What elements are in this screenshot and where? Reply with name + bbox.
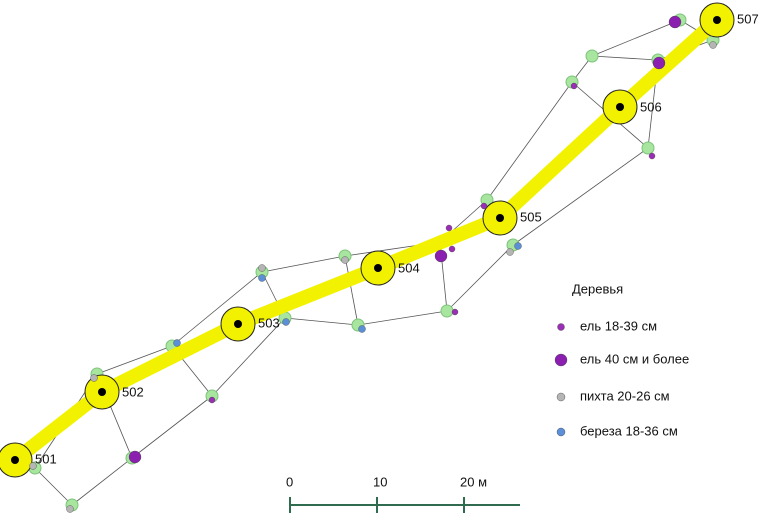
- network-edge: [96, 345, 173, 375]
- station-label: 506: [640, 99, 662, 114]
- scale-label: 0: [286, 474, 293, 489]
- tree: [445, 224, 453, 232]
- legend: Деревья ель 18-39 см ель 40 см и более пих…: [554, 281, 689, 438]
- tree: [29, 462, 37, 470]
- network-edge: [71, 457, 133, 506]
- tree: [90, 374, 98, 382]
- tree: [434, 249, 448, 263]
- tree: [480, 202, 488, 210]
- station-dot: [98, 388, 106, 396]
- tree: [66, 505, 74, 513]
- legend-label: ель 40 см и более: [580, 351, 689, 366]
- tree: [358, 325, 366, 333]
- tree: [173, 339, 181, 347]
- scale-label: 20 м: [460, 474, 487, 489]
- network-edge: [446, 244, 514, 312]
- tree: [652, 56, 666, 70]
- tree: [570, 82, 578, 90]
- legend-label: ель 18-39 см: [580, 318, 657, 333]
- tree: [451, 308, 459, 316]
- legend-marker: [556, 427, 566, 437]
- station-dot: [496, 214, 504, 222]
- tree: [506, 248, 514, 256]
- trees: [29, 15, 717, 513]
- plot-point: [641, 141, 655, 155]
- tree: [514, 242, 522, 250]
- tree: [282, 318, 290, 326]
- tree: [448, 245, 456, 253]
- station-label: 501: [35, 451, 57, 466]
- legend-marker: [554, 353, 568, 367]
- plot-point: [440, 304, 454, 318]
- tree: [258, 264, 266, 272]
- network-edge: [284, 317, 359, 326]
- network-edge: [211, 317, 286, 397]
- tree: [668, 15, 682, 29]
- tree: [709, 41, 717, 49]
- station-dot: [11, 456, 19, 464]
- station-label: 507: [737, 11, 759, 26]
- station-dot: [234, 320, 242, 328]
- network-edge: [357, 310, 448, 326]
- network-edge: [261, 255, 346, 273]
- legend-marker: [557, 323, 565, 331]
- tree: [208, 396, 216, 404]
- station-dot: [616, 103, 624, 111]
- network-edge: [512, 147, 649, 246]
- legend-title: Деревья: [572, 281, 623, 296]
- scale-label: 10: [373, 474, 387, 489]
- plot-point: [585, 49, 599, 63]
- tree: [258, 274, 266, 282]
- station-dot: [374, 264, 382, 272]
- route: 501 502 503 504 505 506 507: [0, 2, 759, 478]
- network-edge: [344, 255, 359, 326]
- station-label: 504: [398, 260, 420, 275]
- network-edge: [34, 467, 73, 506]
- station-label: 503: [258, 315, 280, 330]
- station-label: 505: [520, 209, 542, 224]
- network-edge: [171, 271, 263, 347]
- tree: [648, 152, 656, 160]
- legend-label: пихта 20-26 см: [580, 388, 670, 403]
- scale-bar: 0 10 20 м: [286, 474, 520, 513]
- network-edge: [131, 395, 213, 459]
- legend-marker: [556, 392, 566, 402]
- network-edge: [591, 19, 681, 57]
- tree: [128, 450, 142, 464]
- network-edge: [591, 55, 659, 61]
- tree: [341, 256, 349, 264]
- station-label: 502: [122, 384, 144, 399]
- legend-label: береза 18-36 см: [580, 423, 678, 438]
- station-dot: [713, 16, 721, 24]
- network-edge: [486, 81, 573, 201]
